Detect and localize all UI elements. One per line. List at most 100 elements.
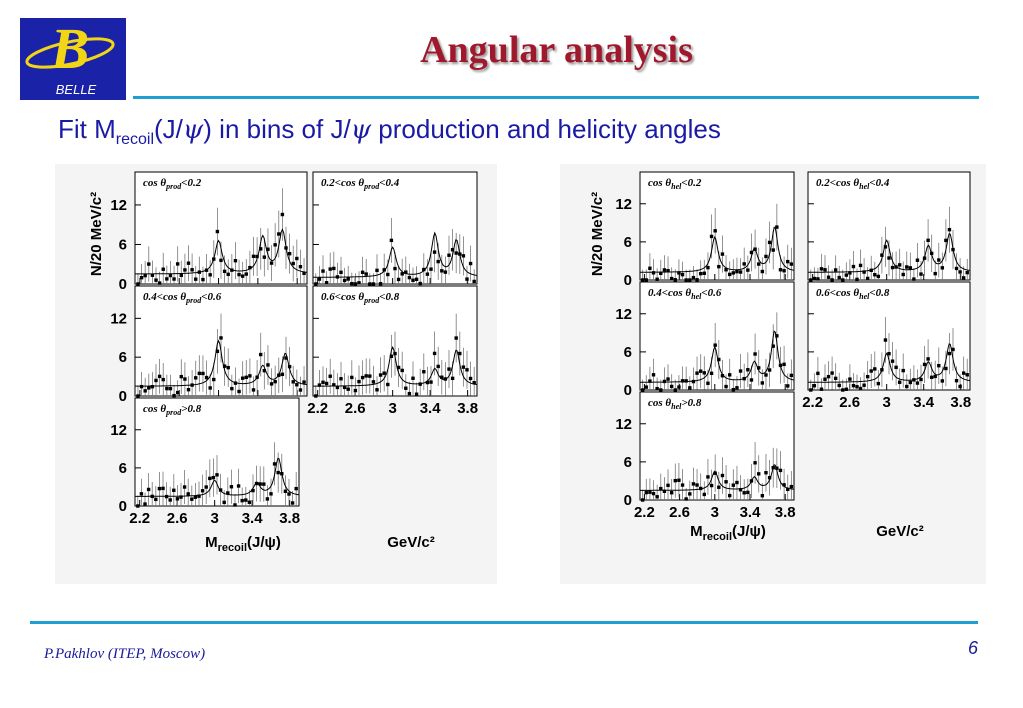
- data-point: [295, 256, 299, 261]
- data-point: [669, 491, 674, 495]
- bin-label: 0.2<cos θhel<0.4: [816, 177, 890, 191]
- data-point: [208, 476, 212, 481]
- data-point: [360, 375, 365, 380]
- data-point: [332, 383, 336, 387]
- data-point: [335, 385, 340, 390]
- bin-label-part: 0.2<cos θ: [816, 177, 859, 189]
- data-point: [695, 483, 699, 487]
- bin-label-part: >0.8: [681, 397, 702, 409]
- y-tick-label: 12: [110, 310, 127, 327]
- data-point: [440, 375, 444, 379]
- data-point: [302, 380, 306, 384]
- data-point: [422, 370, 426, 374]
- data-point: [753, 352, 757, 356]
- data-point: [753, 461, 757, 465]
- data-point: [717, 357, 721, 362]
- data-point: [666, 377, 670, 381]
- data-point: [908, 380, 913, 385]
- data-point: [400, 272, 404, 276]
- data-point: [386, 272, 390, 277]
- bin-label-part: >0.8: [181, 403, 202, 415]
- data-point: [912, 277, 916, 281]
- data-point: [222, 269, 227, 274]
- page-number: 6: [968, 638, 979, 658]
- bin-label-part: cos θ: [143, 403, 166, 415]
- data-point: [283, 489, 288, 493]
- subplot-3: 0.6<cos θhel<0.8 2.2 2.6 3 3.4 3.8: [802, 281, 971, 411]
- bin-label-part: cos θ: [648, 397, 671, 409]
- data-point: [767, 476, 772, 480]
- fit-curve: [640, 226, 795, 273]
- data-point: [226, 491, 230, 495]
- data-point: [958, 384, 962, 389]
- y-tick-label: 6: [624, 454, 632, 471]
- data-point: [809, 278, 813, 282]
- data-point: [222, 500, 226, 505]
- data-point: [816, 277, 820, 281]
- x-tick-label: 3.4: [740, 504, 762, 521]
- data-point: [819, 267, 824, 271]
- subplot-frame: [639, 281, 795, 391]
- data-point: [182, 485, 187, 489]
- data-point: [226, 272, 230, 277]
- data-point: [691, 482, 696, 486]
- bin-label-subscript: prod: [165, 408, 182, 417]
- data-point: [258, 482, 262, 486]
- data-point: [837, 383, 841, 388]
- title-divider: [133, 96, 979, 99]
- data-point: [644, 385, 648, 389]
- data-point: [147, 262, 151, 266]
- data-point: [404, 386, 408, 390]
- data-point: [673, 388, 677, 392]
- x-tick-label: 2.6: [345, 400, 366, 417]
- data-point: [172, 277, 176, 281]
- data-point: [662, 379, 667, 384]
- data-point: [211, 475, 216, 480]
- data-point: [947, 227, 952, 232]
- data-point: [862, 270, 866, 274]
- x-tick-label: 3: [388, 400, 396, 417]
- data-point: [851, 264, 856, 269]
- bin-label: 0.6<cos θprod<0.8: [321, 291, 400, 305]
- data-point: [186, 387, 191, 392]
- data-point: [749, 378, 754, 382]
- data-point: [890, 359, 895, 363]
- subplot-1: 0.2<cos θhel<0.4: [807, 171, 971, 282]
- x-tick-label: 3: [711, 504, 719, 521]
- data-point: [262, 368, 267, 373]
- data-point: [662, 489, 667, 493]
- data-point: [321, 380, 325, 384]
- data-point: [760, 493, 765, 498]
- data-point: [640, 278, 645, 282]
- data-point: [139, 492, 144, 496]
- data-point: [702, 492, 707, 497]
- data-point: [905, 265, 909, 269]
- data-point: [965, 373, 969, 377]
- subtitle-part: ) in bins of J/: [203, 114, 351, 144]
- data-point: [901, 368, 905, 373]
- data-point: [965, 270, 969, 275]
- data-point: [215, 473, 219, 477]
- data-point: [146, 487, 151, 492]
- data-point: [648, 379, 652, 383]
- data-point: [760, 381, 765, 385]
- data-point: [414, 277, 419, 282]
- bin-label: cos θprod<0.2: [143, 177, 202, 191]
- data-point: [328, 267, 332, 271]
- data-point: [154, 278, 158, 282]
- data-point: [175, 497, 180, 501]
- data-point: [648, 490, 652, 494]
- data-point: [407, 391, 412, 396]
- data-point: [669, 276, 674, 281]
- data-point: [157, 486, 162, 491]
- data-point: [447, 253, 451, 257]
- data-point: [954, 266, 959, 271]
- data-point: [472, 279, 476, 284]
- data-point: [324, 281, 329, 285]
- data-point: [454, 251, 458, 255]
- data-point: [876, 381, 881, 386]
- data-point: [147, 386, 151, 390]
- data-point: [709, 234, 714, 239]
- data-point: [222, 364, 227, 368]
